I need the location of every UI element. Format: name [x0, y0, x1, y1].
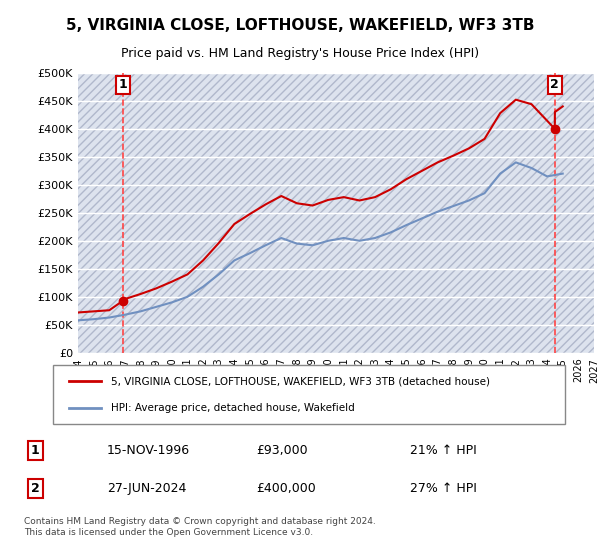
Text: 1: 1 — [119, 78, 127, 91]
Text: 5, VIRGINIA CLOSE, LOFTHOUSE, WAKEFIELD, WF3 3TB (detached house): 5, VIRGINIA CLOSE, LOFTHOUSE, WAKEFIELD,… — [112, 376, 490, 386]
Text: 27% ↑ HPI: 27% ↑ HPI — [410, 482, 477, 495]
Text: 2: 2 — [550, 78, 559, 91]
Text: 2: 2 — [31, 482, 40, 495]
FancyBboxPatch shape — [53, 365, 565, 424]
Text: 5, VIRGINIA CLOSE, LOFTHOUSE, WAKEFIELD, WF3 3TB: 5, VIRGINIA CLOSE, LOFTHOUSE, WAKEFIELD,… — [66, 18, 534, 33]
Text: 1: 1 — [31, 444, 40, 457]
Text: Price paid vs. HM Land Registry's House Price Index (HPI): Price paid vs. HM Land Registry's House … — [121, 48, 479, 60]
Text: 27-JUN-2024: 27-JUN-2024 — [107, 482, 186, 495]
Text: £400,000: £400,000 — [256, 482, 316, 495]
Text: £93,000: £93,000 — [256, 444, 307, 457]
Text: 15-NOV-1996: 15-NOV-1996 — [107, 444, 190, 457]
Text: 21% ↑ HPI: 21% ↑ HPI — [410, 444, 477, 457]
Text: HPI: Average price, detached house, Wakefield: HPI: Average price, detached house, Wake… — [112, 403, 355, 413]
Text: Contains HM Land Registry data © Crown copyright and database right 2024.
This d: Contains HM Land Registry data © Crown c… — [24, 517, 376, 536]
